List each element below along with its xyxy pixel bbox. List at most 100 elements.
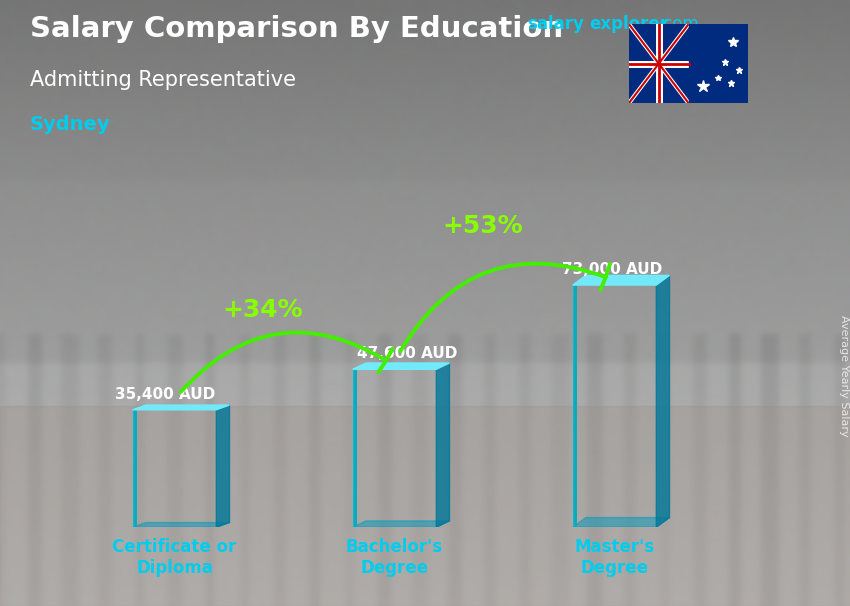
Bar (574, 285, 576, 527)
Bar (353, 369, 355, 527)
Bar (354, 369, 356, 527)
Text: +53%: +53% (442, 214, 523, 238)
Bar (134, 410, 136, 527)
Bar (575, 285, 577, 527)
Bar (133, 410, 136, 527)
Bar (353, 369, 355, 527)
Bar (575, 285, 576, 527)
Bar (354, 369, 355, 527)
Bar (354, 369, 355, 527)
Bar (353, 369, 355, 527)
Bar (573, 285, 575, 527)
Bar (574, 285, 575, 527)
Bar (354, 369, 356, 527)
Bar (575, 285, 577, 527)
Bar (133, 410, 135, 527)
Bar (134, 410, 137, 527)
Bar (134, 410, 137, 527)
Bar (574, 285, 576, 527)
Bar (574, 285, 575, 527)
Bar (133, 410, 136, 527)
Bar (135, 410, 137, 527)
Bar (354, 369, 356, 527)
Text: 73,000 AUD: 73,000 AUD (562, 262, 662, 277)
Bar (133, 410, 135, 527)
Bar (354, 369, 356, 527)
Polygon shape (573, 518, 670, 527)
Bar (134, 410, 136, 527)
Bar (354, 369, 356, 527)
Bar (353, 369, 355, 527)
Bar (134, 410, 137, 527)
Text: Sydney: Sydney (30, 115, 110, 134)
Bar (133, 410, 135, 527)
Text: 35,400 AUD: 35,400 AUD (115, 387, 215, 402)
Bar (354, 369, 357, 527)
Bar (354, 369, 357, 527)
Bar (133, 410, 135, 527)
Text: Salary Comparison By Education: Salary Comparison By Education (30, 15, 563, 43)
Bar (353, 369, 355, 527)
Bar (133, 410, 136, 527)
Bar (353, 369, 355, 527)
Bar (575, 285, 576, 527)
Bar (354, 369, 355, 527)
Bar (575, 285, 577, 527)
Bar (354, 369, 357, 527)
Bar (574, 285, 576, 527)
Bar (354, 369, 356, 527)
Bar (573, 285, 575, 527)
Bar (574, 285, 576, 527)
Bar (574, 285, 576, 527)
Bar (575, 285, 576, 527)
Bar (574, 285, 575, 527)
Bar (688, 24, 748, 103)
Bar (574, 285, 575, 527)
Text: salary: salary (527, 15, 584, 33)
Bar (573, 285, 575, 527)
Bar (354, 369, 357, 527)
Bar (573, 285, 575, 527)
Bar (354, 369, 356, 527)
Text: 47,600 AUD: 47,600 AUD (357, 347, 457, 361)
Bar (354, 369, 357, 527)
Bar (133, 410, 135, 527)
Bar (133, 410, 135, 527)
Bar (134, 410, 136, 527)
Bar (133, 410, 136, 527)
Polygon shape (656, 275, 670, 527)
Bar (574, 285, 576, 527)
Bar (354, 369, 355, 527)
Bar (574, 285, 576, 527)
Bar (134, 410, 137, 527)
Bar (575, 285, 577, 527)
Bar (354, 369, 356, 527)
Text: Admitting Representative: Admitting Representative (30, 70, 296, 90)
Bar (353, 369, 355, 527)
Bar (133, 410, 135, 527)
Bar (354, 369, 357, 527)
Bar (133, 410, 136, 527)
Bar (354, 369, 357, 527)
Bar (575, 285, 577, 527)
Bar (133, 410, 136, 527)
Bar (133, 410, 135, 527)
Bar (575, 285, 576, 527)
Bar (354, 369, 356, 527)
Bar (134, 410, 137, 527)
Bar (574, 285, 576, 527)
Bar (134, 410, 137, 527)
Bar (133, 410, 135, 527)
Text: explorer: explorer (589, 15, 668, 33)
Bar (353, 369, 355, 527)
Bar (573, 285, 575, 527)
Polygon shape (436, 363, 450, 527)
Polygon shape (133, 522, 230, 527)
Bar (573, 285, 575, 527)
Polygon shape (353, 521, 450, 527)
Bar (133, 410, 136, 527)
Bar (354, 369, 357, 527)
Bar (354, 369, 357, 527)
Bar (574, 285, 576, 527)
Bar (133, 410, 136, 527)
